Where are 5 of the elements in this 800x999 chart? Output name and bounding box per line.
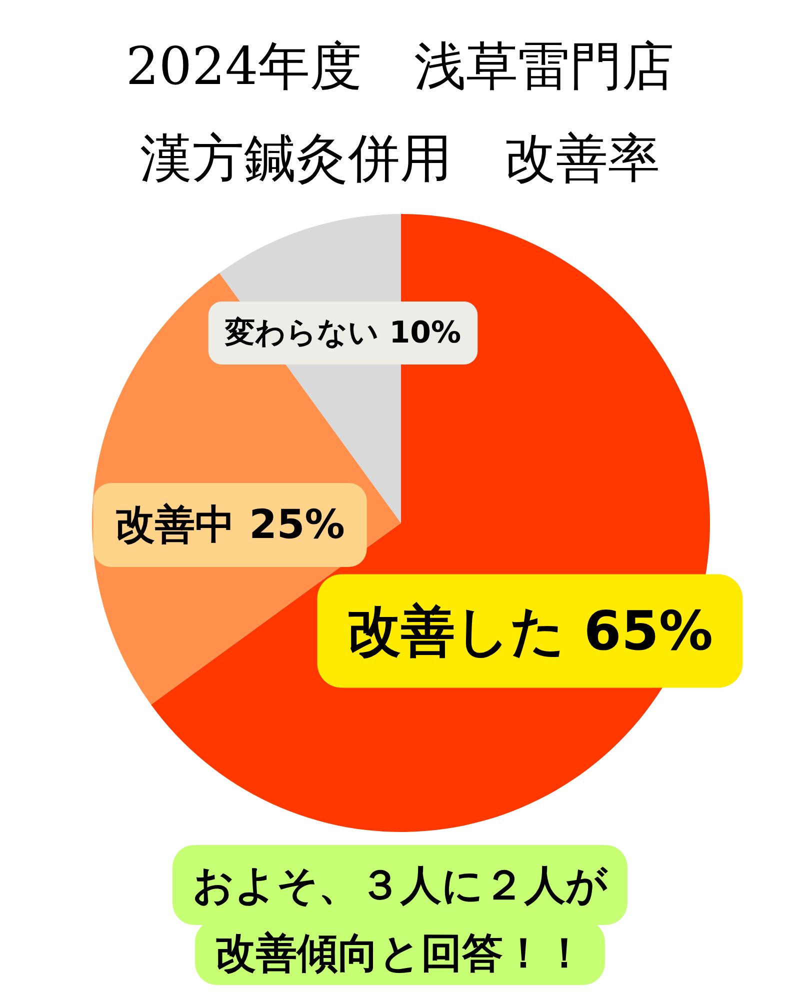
slice-label: 改善した 65%	[346, 600, 714, 662]
title: 2024年度 浅草雷門店漢方鍼灸併用 改善率	[126, 37, 674, 189]
note: およそ、３人に２人が改善傾向と回答！！	[172, 845, 628, 985]
slice-label: 改善中 25%	[115, 502, 345, 548]
slice-label: 変わらない 10%	[224, 316, 462, 350]
